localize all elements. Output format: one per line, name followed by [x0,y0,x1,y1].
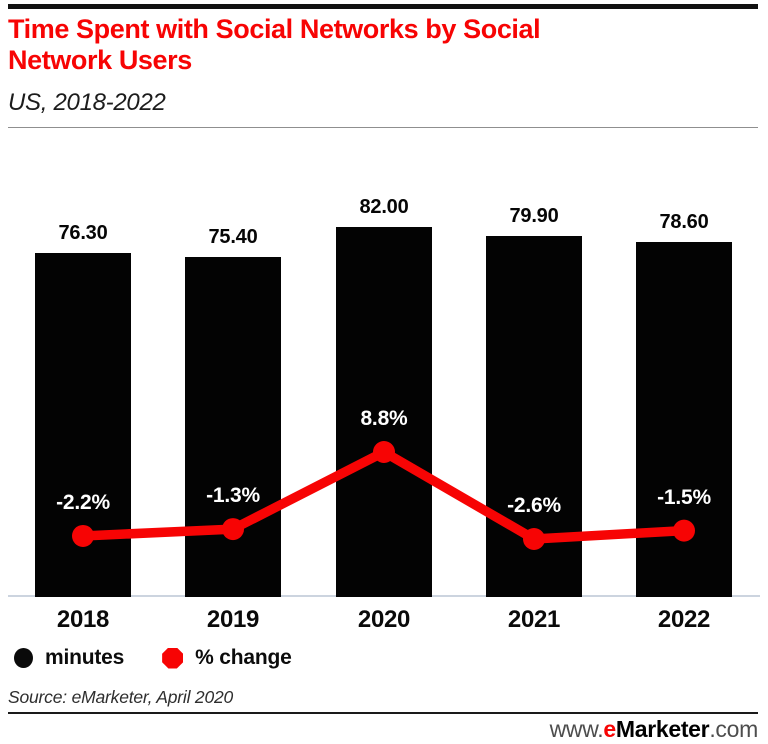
minutes-marker-icon [14,648,33,668]
legend-label-pct-change: % change [195,646,292,669]
website-link[interactable]: www.eMarketer.com [549,716,759,743]
x-axis-label-2022: 2022 [657,606,711,633]
top-rule [8,4,758,9]
bar-value-2020: 82.00 [359,196,409,218]
legend-label-minutes: minutes [45,646,125,669]
site-brand-rest: Marketer [615,716,710,742]
plot-area: 76.30 2018 75.40 2019 82.00 2020 79.90 2021 78.6… [0,128,768,633]
bar-2021 [486,236,582,597]
pct-change-marker-icon [162,647,184,669]
legend-item-pct-change: % change [162,646,292,670]
pct-change-label-2021: -2.6% [507,494,561,517]
site-prefix: www. [549,716,604,742]
pct-change-label-2018: -2.2% [56,490,110,514]
bar-value-2022: 78.60 [659,211,709,234]
x-axis-label-2019: 2019 [206,606,260,633]
x-axis-label-2021: 2021 [507,606,561,633]
bottom-rule [8,712,758,714]
bar-value-2021: 79.90 [509,205,559,228]
legend: minutes % change [14,646,292,670]
bar-value-2019: 75.40 [208,225,258,248]
bar-value-2018: 76.30 [58,221,108,244]
pct-change-label-2022: -1.5% [657,485,711,509]
pct-change-label-2020: 8.8% [360,407,408,431]
site-brand-e: e [603,716,616,742]
site-suffix: .com [709,716,758,742]
x-axis-label-2018: 2018 [56,606,110,633]
chart-title: Time Spent with Social Networks by Socia… [8,14,541,76]
chart-subtitle: US, 2018-2022 [8,89,166,116]
legend-item-minutes: minutes [14,646,124,670]
source-note: Source: eMarketer, April 2020 [8,687,234,707]
bar-2018 [35,252,131,597]
pct-change-label-2019: -1.3% [206,484,260,508]
bar-2019 [185,256,281,597]
subtitle-rule [8,127,758,128]
x-axis-label-2020: 2020 [357,606,411,633]
bar-2022 [636,242,732,597]
